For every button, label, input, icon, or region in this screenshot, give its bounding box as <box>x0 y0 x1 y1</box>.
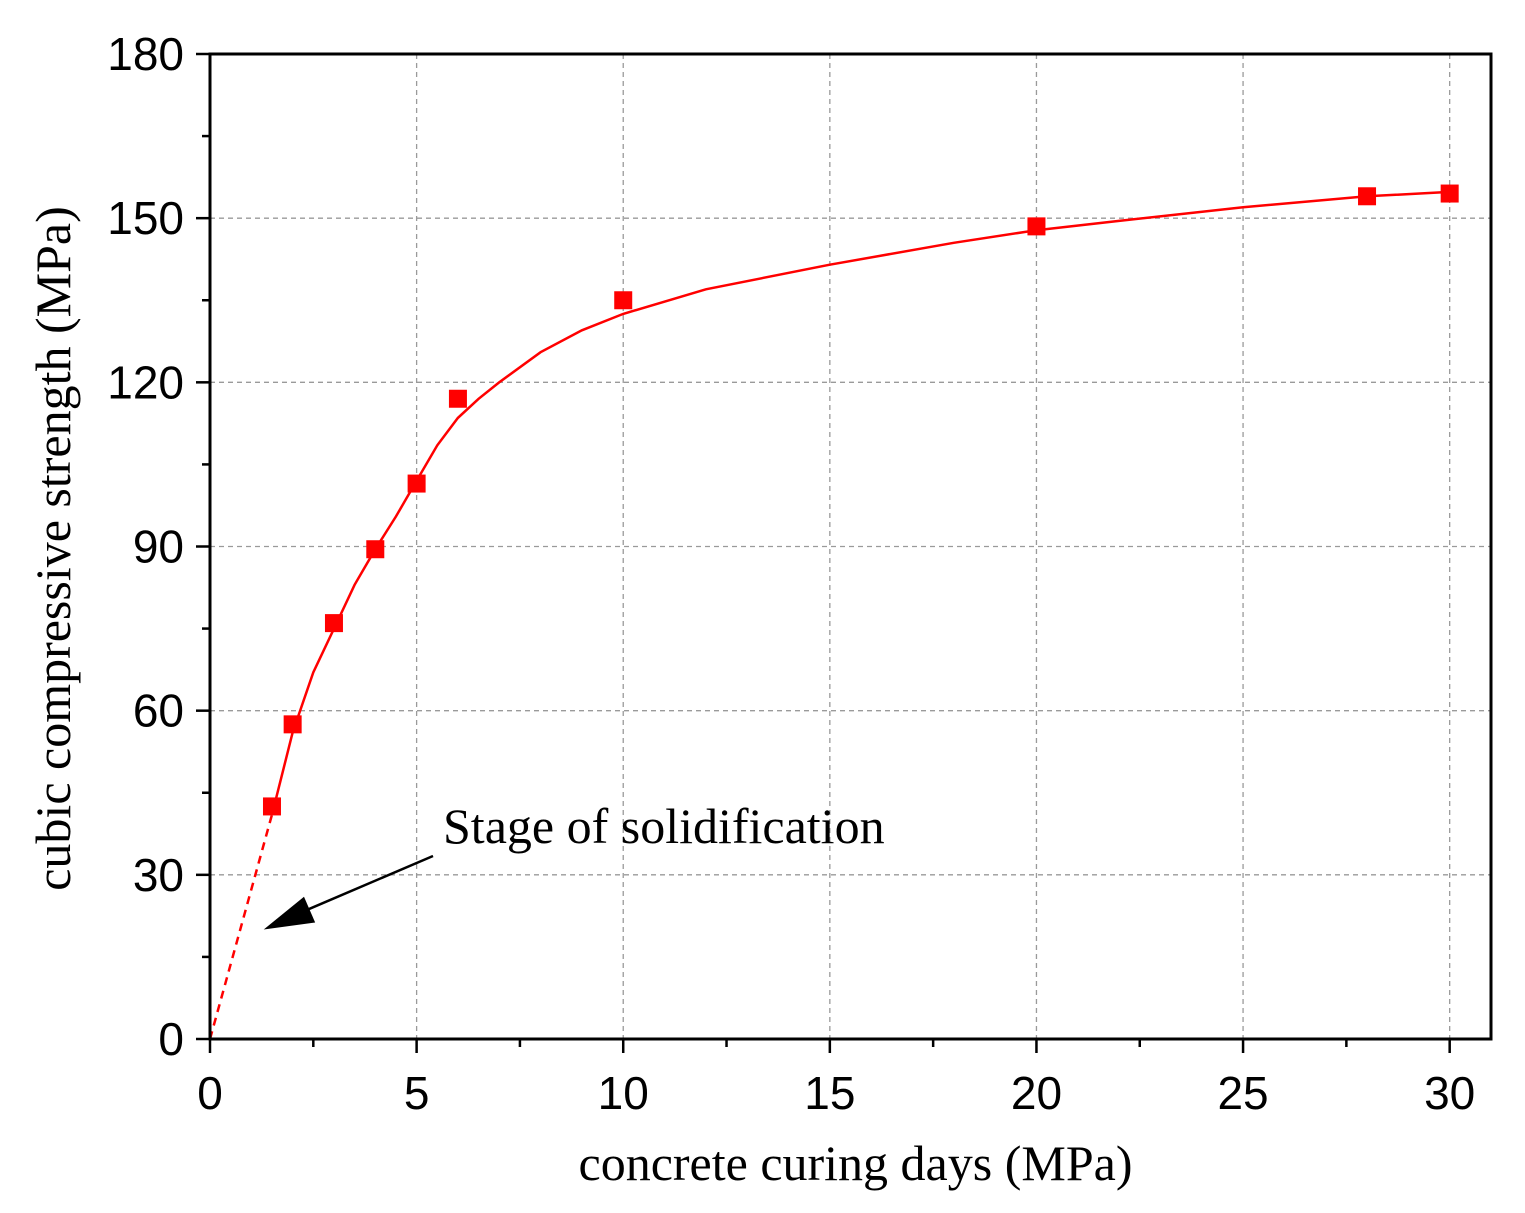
x-tick-label: 0 <box>197 1067 223 1119</box>
x-tick-label: 5 <box>404 1067 430 1119</box>
series-layer <box>208 184 1459 1040</box>
annotation-arrow-head <box>263 896 316 930</box>
data-point-marker <box>1027 217 1046 236</box>
x-tick-label: 15 <box>804 1067 855 1119</box>
data-point-marker <box>283 715 302 734</box>
data-point-marker <box>262 797 281 816</box>
y-tick-label: 90 <box>133 521 184 573</box>
x-axis-title: concrete curing days (MPa) <box>579 1135 1133 1191</box>
y-tick-label: 30 <box>133 849 184 901</box>
x-tick-label: 30 <box>1424 1067 1475 1119</box>
labels-layer: 0 5 10 15 20 25 30 0 30 60 90 120 150 180 concrete cur… <box>25 28 1475 1191</box>
data-point-marker <box>1440 184 1459 203</box>
data-point-marker <box>407 474 426 493</box>
x-tick-label: 20 <box>1011 1067 1062 1119</box>
data-point-marker <box>1358 187 1377 206</box>
y-tick-label: 120 <box>107 356 184 408</box>
data-point-marker <box>448 389 467 408</box>
y-axis-title: cubic compressive strength (MPa) <box>25 206 81 891</box>
annotation-label: Stage of solidification <box>443 798 885 854</box>
x-tick-label: 10 <box>598 1067 649 1119</box>
annotation-arrow-shaft <box>293 854 434 917</box>
axes-layer <box>196 52 1493 1053</box>
extrapolation-line <box>208 814 274 1040</box>
annotation-layer: Stage of solidification <box>263 798 885 930</box>
y-tick-label: 0 <box>158 1013 184 1065</box>
y-tick-label: 180 <box>107 28 184 80</box>
y-tick-label: 150 <box>107 192 184 244</box>
fitted-curve-line <box>270 190 1450 815</box>
x-tick-label: 25 <box>1217 1067 1268 1119</box>
data-point-marker <box>366 540 385 559</box>
data-point-marker <box>614 291 633 310</box>
data-point-marker <box>324 614 343 633</box>
y-tick-label: 60 <box>133 685 184 737</box>
